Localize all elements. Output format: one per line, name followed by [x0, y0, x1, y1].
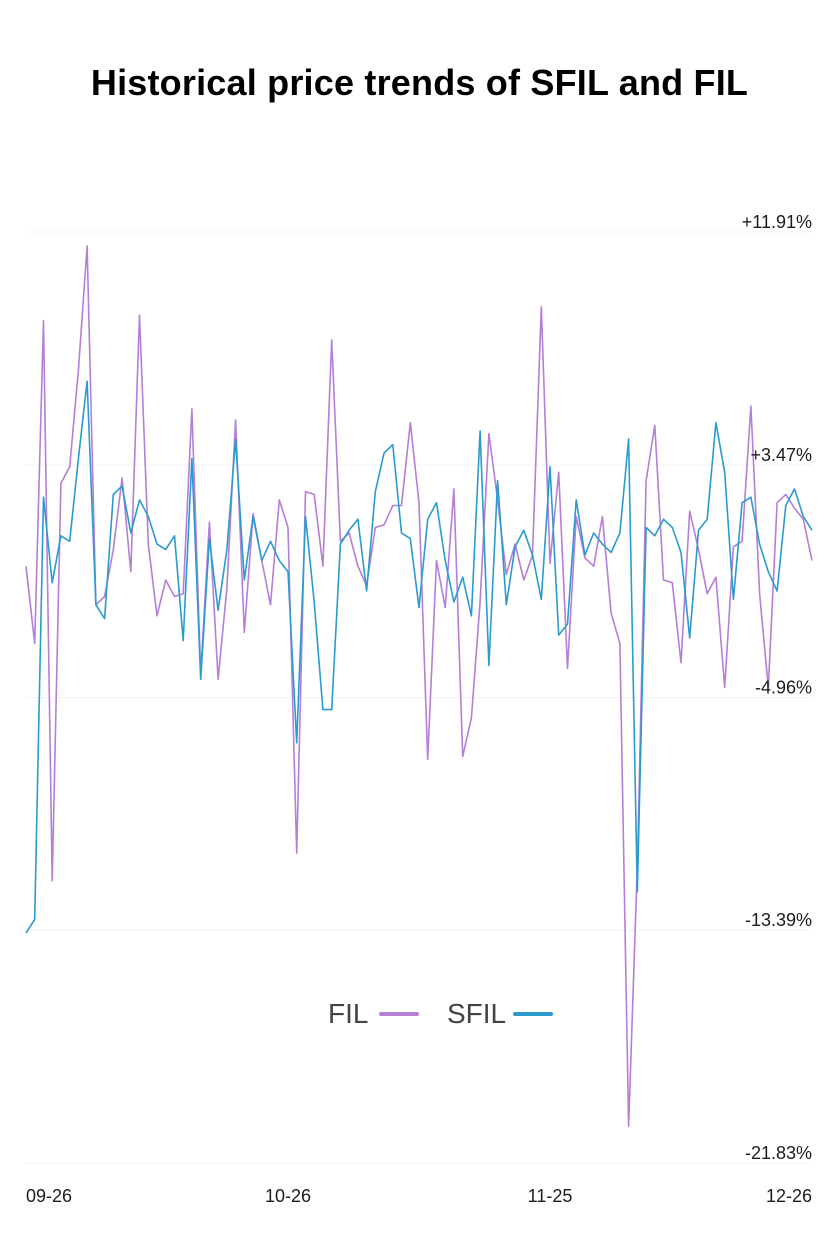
gridlines — [26, 231, 812, 1164]
x-tick-label: 09-26 — [26, 1186, 72, 1206]
x-axis-ticks: 09-26 10-26 11-25 12-26 — [26, 1186, 812, 1206]
y-tick-label: +11.91% — [742, 212, 812, 232]
series-line-sfil — [25, 380, 813, 934]
chart-title: Historical price trends of SFIL and FIL — [90, 62, 749, 103]
series-line-fil — [25, 245, 813, 1128]
x-tick-label: 10-26 — [265, 1186, 311, 1206]
x-tick-label: 11-25 — [528, 1186, 573, 1206]
legend: FIL SFIL — [328, 998, 553, 1029]
y-axis-ticks: +11.91% +3.47% -4.96% -13.39% -21.83% — [742, 212, 812, 1163]
y-tick-label: -21.83% — [745, 1143, 812, 1163]
y-tick-label: -4.96% — [755, 678, 812, 698]
y-tick-label: +3.47% — [750, 445, 812, 465]
x-tick-label: 12-26 — [766, 1186, 812, 1206]
y-tick-label: -13.39% — [745, 910, 812, 930]
legend-label-sfil: SFIL — [447, 998, 506, 1029]
series-lines — [25, 245, 813, 1128]
legend-label-fil: FIL — [328, 998, 368, 1029]
